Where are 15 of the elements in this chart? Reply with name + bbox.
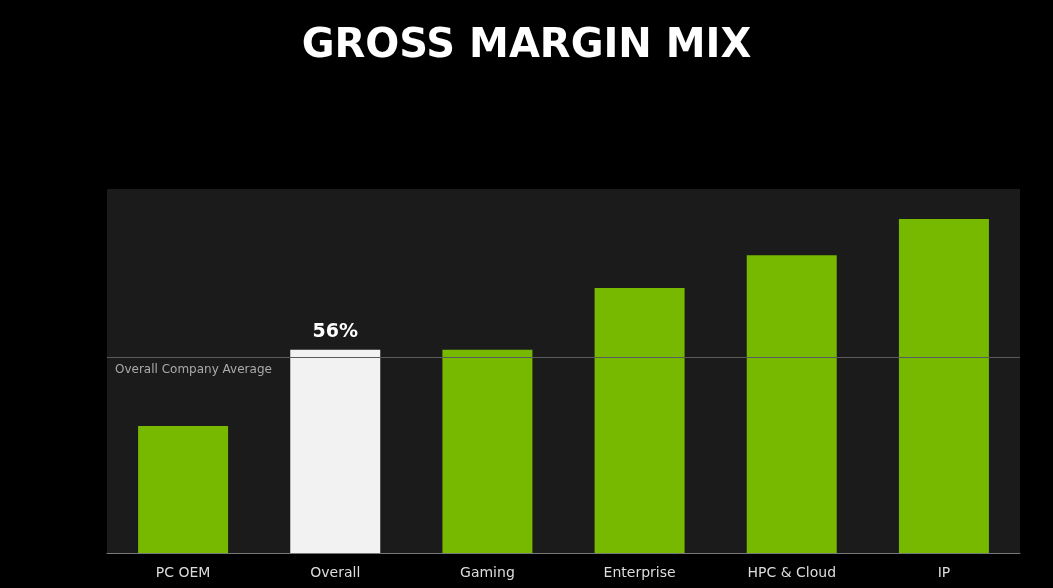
x-tick-label: IP — [937, 564, 951, 580]
bar — [746, 255, 837, 553]
bar — [594, 288, 685, 553]
bar — [442, 349, 533, 553]
bar — [138, 425, 229, 553]
x-tick-label: Enterprise — [603, 564, 676, 580]
x-tick-label: Gaming — [460, 564, 515, 580]
x-tick-label: PC OEM — [155, 564, 211, 580]
bar — [898, 219, 989, 553]
data-label: 56% — [312, 319, 358, 342]
bar — [290, 349, 381, 553]
chart-title: GROSS MARGIN MIX — [301, 20, 752, 66]
ref-line-label: Overall Company Average — [115, 361, 272, 376]
x-tick-label: Overall — [310, 564, 361, 580]
x-tick-label: HPC & Cloud — [747, 564, 837, 580]
